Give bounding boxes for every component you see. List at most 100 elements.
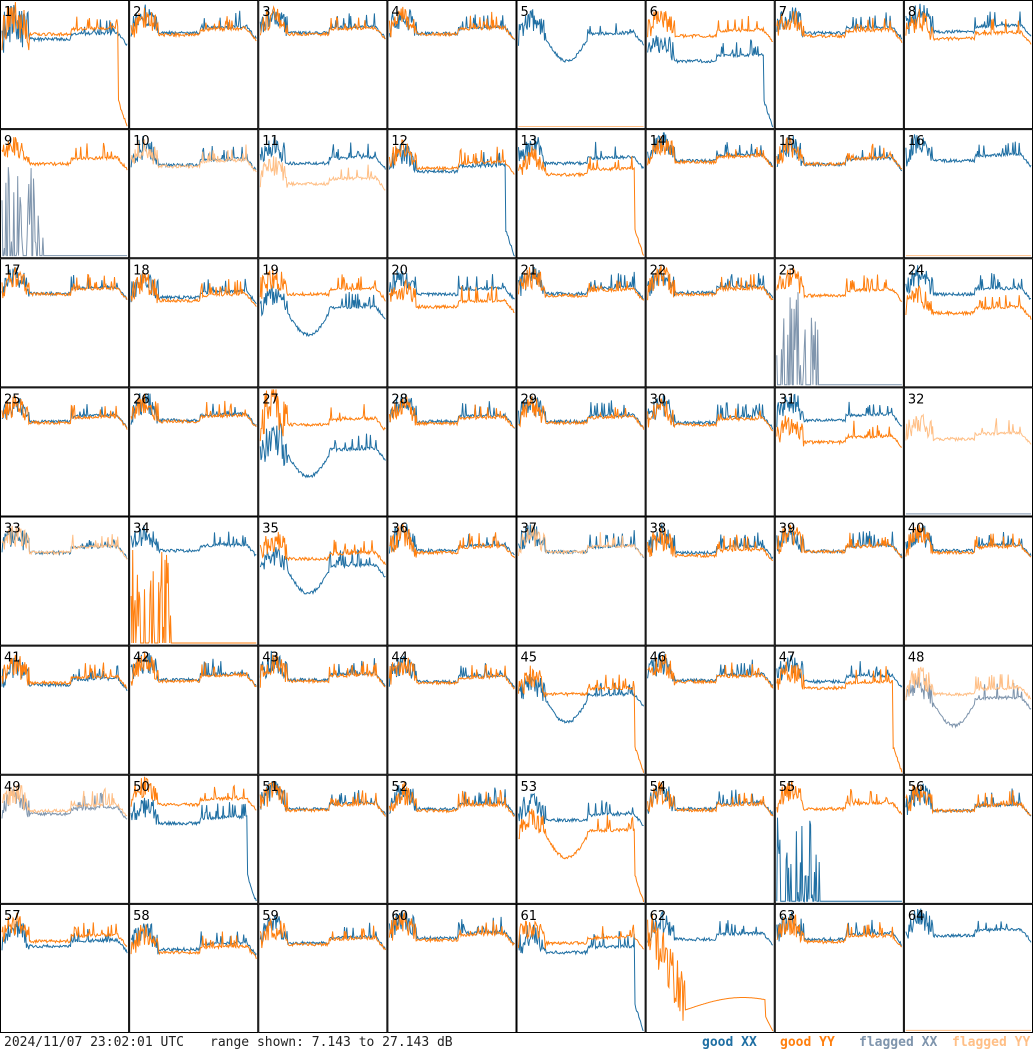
- series-xx-27: [259, 421, 386, 479]
- panel-10: 10: [129, 129, 259, 259]
- range-shown: range shown: 7.143 to 27.143 dB: [210, 1035, 453, 1050]
- series-xx-10: [130, 136, 257, 170]
- panel-label: 41: [4, 651, 21, 666]
- series-yy-11: [259, 156, 386, 191]
- series-xx-5: [518, 9, 645, 64]
- panel-19: 19: [258, 258, 388, 388]
- series-yy-10: [130, 139, 257, 173]
- panel-label: 61: [521, 909, 538, 924]
- series-yy-55: [776, 780, 903, 815]
- panel-label: 22: [650, 263, 667, 278]
- series-yy-4: [388, 6, 515, 40]
- panel-28: 28: [387, 387, 517, 517]
- panel-label: 33: [4, 522, 21, 537]
- panel-label: 18: [133, 263, 150, 278]
- panel-label: 28: [391, 392, 408, 407]
- panel-38: 38: [645, 516, 775, 646]
- panel-frame: [258, 387, 388, 517]
- panel-label: 51: [262, 780, 279, 795]
- panel-label: 6: [650, 5, 658, 20]
- panel-40: 40: [903, 516, 1033, 646]
- panel-frame: [516, 0, 646, 130]
- series-xx-14: [647, 132, 773, 167]
- panel-6: 6: [645, 0, 775, 130]
- series-yy-52: [388, 781, 515, 817]
- legend-good-yy: good YY: [780, 1035, 835, 1050]
- panel-frame: [903, 0, 1033, 130]
- series-yy-34: [130, 549, 257, 644]
- panel-5: 5: [516, 0, 646, 130]
- series-yy-41: [1, 654, 128, 689]
- panel-frame: [645, 129, 775, 259]
- panel-20: 20: [387, 258, 517, 388]
- series-xx-23: [776, 292, 902, 386]
- series-xx-7: [776, 7, 903, 40]
- series-xx-9: [1, 167, 128, 257]
- panel-frame: [387, 0, 517, 130]
- series-yy-57: [1, 912, 128, 948]
- series-yy-63: [776, 914, 902, 948]
- panel-label: 47: [779, 651, 796, 666]
- series-yy-17: [1, 267, 128, 300]
- series-yy-29: [518, 395, 645, 430]
- series-yy-37: [518, 525, 645, 558]
- panel-label: 7: [779, 5, 787, 20]
- series-xx-55: [776, 817, 902, 903]
- panel-label: 5: [521, 5, 529, 20]
- panel-label: 50: [133, 780, 150, 795]
- series-yy-50: [130, 776, 257, 811]
- series-xx-53: [518, 792, 644, 826]
- series-xx-20: [388, 270, 515, 300]
- panel-label: 30: [650, 392, 667, 407]
- panel-label: 31: [779, 392, 796, 407]
- series-yy-35: [259, 531, 386, 566]
- series-yy-53: [518, 808, 645, 903]
- series-xx-8: [905, 3, 1032, 37]
- panel-label: 21: [521, 263, 538, 278]
- panel-label: 40: [908, 522, 925, 537]
- panel-54: 54: [645, 774, 775, 904]
- series-yy-38: [647, 527, 774, 562]
- panel-8: 8: [903, 0, 1033, 130]
- panel-frame: [516, 129, 646, 259]
- series-xx-45: [518, 673, 645, 724]
- series-xx-35: [259, 547, 386, 595]
- series-xx-64: [905, 908, 1032, 943]
- panel-label: 49: [4, 780, 21, 795]
- panel-frame: [516, 774, 646, 904]
- panel-label: 8: [908, 5, 916, 20]
- panel-label: 29: [521, 392, 538, 407]
- panel-label: 11: [262, 134, 279, 149]
- panel-frame: [387, 258, 517, 388]
- series-xx-38: [647, 524, 774, 560]
- panel-label: 17: [4, 263, 21, 278]
- panel-label: 12: [391, 134, 408, 149]
- panel-58: 58: [129, 903, 259, 1033]
- panel-26: 26: [129, 387, 259, 517]
- series-yy-45: [518, 665, 645, 773]
- series-yy-27: [259, 389, 386, 442]
- panel-15: 15: [774, 129, 904, 259]
- series-yy-8: [905, 8, 1032, 45]
- timestamp: 2024/11/07 23:02:01 UTC: [4, 1035, 185, 1050]
- panel-label: 54: [650, 780, 667, 795]
- panel-32: 32: [903, 387, 1033, 517]
- panel-label: 39: [779, 522, 796, 537]
- panel-label: 23: [779, 263, 796, 278]
- panel-label: 43: [262, 651, 279, 666]
- panel-label: 16: [908, 134, 925, 149]
- panel-label: 57: [4, 909, 21, 924]
- series-yy-31: [776, 415, 902, 448]
- series-xx-34: [130, 525, 257, 557]
- panel-25: 25: [0, 387, 130, 517]
- series-yy-32: [905, 413, 1032, 445]
- series-yy-19: [259, 268, 386, 302]
- series-yy-51: [259, 780, 386, 817]
- panel-53: 53: [516, 774, 646, 904]
- panel-46: 46: [645, 645, 775, 775]
- series-yy-26: [130, 393, 257, 428]
- series-yy-6: [647, 10, 773, 42]
- panel-label: 26: [133, 392, 150, 407]
- panel-56: 56: [903, 774, 1033, 904]
- panel-label: 36: [391, 522, 408, 537]
